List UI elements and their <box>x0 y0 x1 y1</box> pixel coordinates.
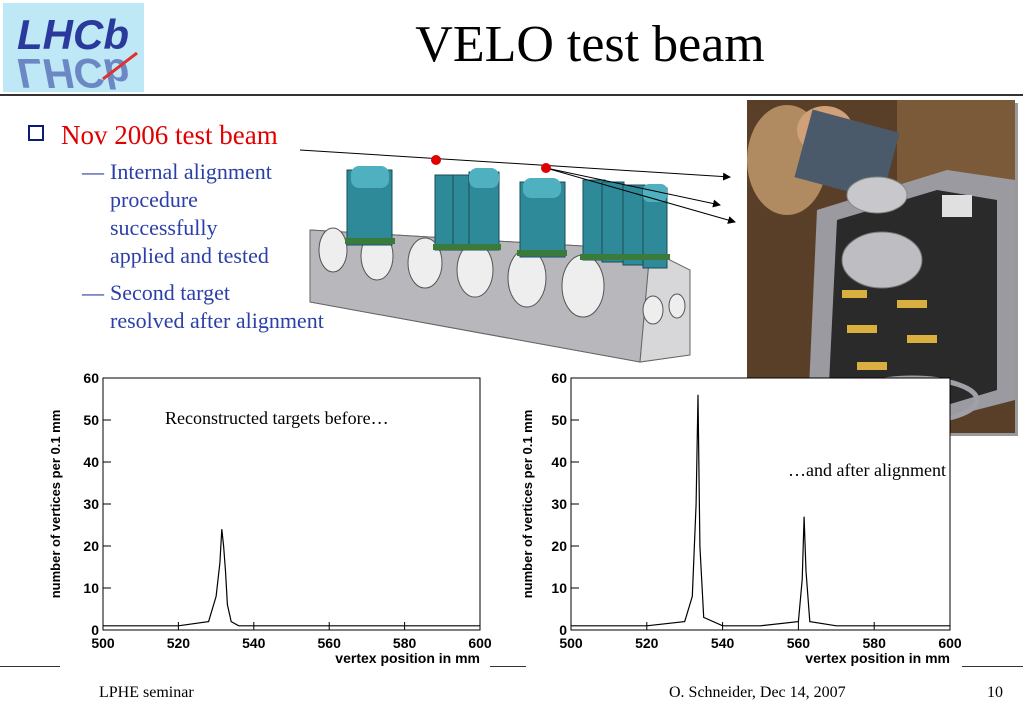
x-tick-label: 600 <box>938 635 962 651</box>
lhcb-logo-graphic: LHCb LHCb <box>17 11 138 92</box>
x-tick-label: 560 <box>787 635 811 651</box>
x-tick-label: 520 <box>167 635 191 651</box>
dash-icon: — <box>82 159 104 184</box>
subbullet-second-target: Second target resolved after alignment <box>110 279 324 335</box>
y-tick-label: 20 <box>551 538 567 554</box>
y-axis-label: number of vertices per 0.1 mm <box>50 410 63 599</box>
x-tick-label: 560 <box>318 635 342 651</box>
y-tick-label: 50 <box>83 412 99 428</box>
x-tick-label: 600 <box>468 635 492 651</box>
x-tick-label: 540 <box>242 635 266 651</box>
y-tick-label: 30 <box>551 496 567 512</box>
subbullet-line: successfully <box>110 215 218 240</box>
x-tick-label: 500 <box>559 635 583 651</box>
lhcb-logo: LHCb LHCb <box>3 3 144 92</box>
logo-swoosh <box>102 51 138 81</box>
subbullet-line: applied and tested <box>110 243 269 268</box>
y-tick-label: 0 <box>559 622 567 638</box>
velo-detector-illustration <box>309 166 691 363</box>
test-beam-photo <box>747 100 1015 433</box>
y-tick-label: 40 <box>551 454 567 470</box>
subbullet-line: Internal alignment <box>110 159 272 184</box>
x-tick-label: 580 <box>863 635 887 651</box>
logo-text: LHCb <box>17 11 129 58</box>
bullet-heading: Nov 2006 test beam <box>61 120 278 150</box>
caption-after: …and after alignment <box>788 460 946 480</box>
caption-before: Reconstructed targets before… <box>165 408 389 428</box>
y-tick-label: 20 <box>83 538 99 554</box>
subbullet-alignment: Internal alignment procedure successfull… <box>110 158 272 270</box>
y-tick-label: 0 <box>91 622 99 638</box>
title-divider <box>0 94 1023 96</box>
histogram-after: 0 10 20 30 40 50 60 500 520 540 560 580 600 number … <box>522 370 962 666</box>
test-beam-photo-graphic <box>747 100 1015 433</box>
footer-divider <box>490 666 526 667</box>
x-axis-label: vertex position in mm <box>805 650 950 666</box>
dash-icon: — <box>82 280 104 305</box>
x-tick-label: 580 <box>393 635 417 651</box>
page-number: 10 <box>987 684 1003 701</box>
footer-divider <box>962 666 1023 667</box>
footer-divider <box>0 666 60 667</box>
y-axis-label: number of vertices per 0.1 mm <box>522 410 535 599</box>
slide-title: VELO test beam <box>415 16 765 73</box>
y-tick-label: 50 <box>551 412 567 428</box>
y-tick-label: 40 <box>83 454 99 470</box>
footer-left: LPHE seminar <box>99 684 194 701</box>
subbullet-line: procedure <box>110 187 198 212</box>
y-tick-label: 60 <box>83 370 99 386</box>
histogram-series <box>571 394 950 627</box>
x-axis-label: vertex position in mm <box>335 650 480 666</box>
logo-text-reflection: LHCb <box>17 50 129 92</box>
subbullet-line: Second target <box>110 280 230 305</box>
y-tick-label: 10 <box>551 580 567 596</box>
y-tick-label: 30 <box>83 496 99 512</box>
footer-center: O. Schneider, Dec 14, 2007 <box>669 684 846 701</box>
x-tick-label: 520 <box>635 635 659 651</box>
x-tick-label: 500 <box>91 635 115 651</box>
target-marker-1 <box>431 155 441 165</box>
subbullet-line: resolved after alignment <box>110 308 324 333</box>
target-marker-2 <box>541 163 551 173</box>
histogram-series <box>103 529 480 627</box>
x-tick-label: 540 <box>711 635 735 651</box>
y-tick-label: 10 <box>83 580 99 596</box>
y-tick-label: 60 <box>551 370 567 386</box>
bullet-box-icon <box>28 125 44 141</box>
histogram-before: 0 10 20 30 40 50 60 500 520 540 560 580 600 number … <box>50 370 492 666</box>
